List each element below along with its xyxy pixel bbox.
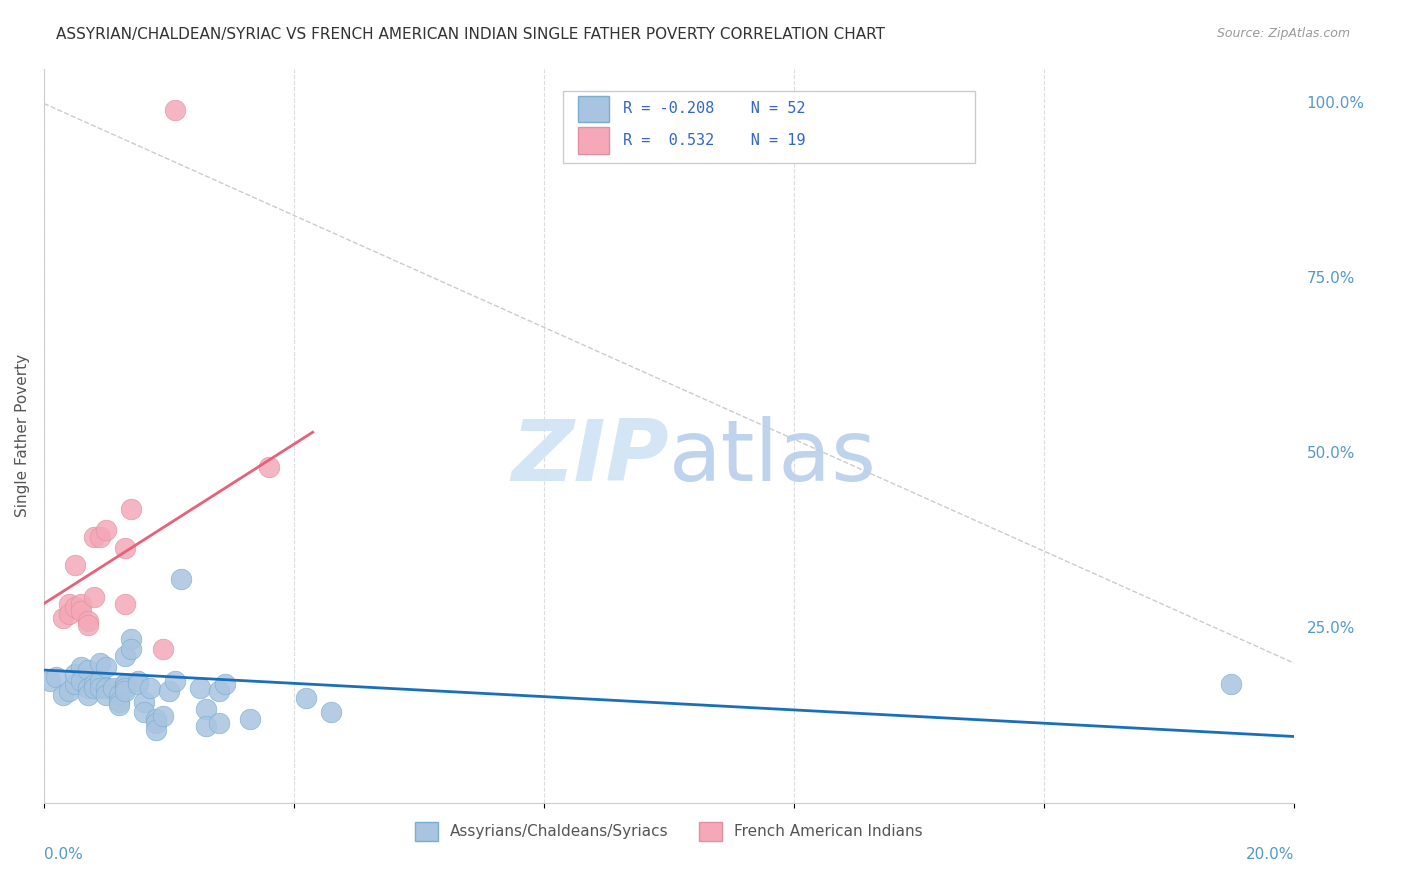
- Y-axis label: Single Father Poverty: Single Father Poverty: [15, 354, 30, 517]
- Point: [127, 673, 149, 688]
- Point: [120, 502, 142, 516]
- Point: [89, 673, 111, 688]
- Point: [195, 701, 218, 715]
- Point: [96, 681, 118, 695]
- Point: [170, 572, 193, 586]
- Point: [83, 681, 105, 695]
- Point: [132, 694, 155, 708]
- Point: [165, 103, 187, 118]
- Point: [70, 597, 93, 611]
- Point: [108, 688, 131, 702]
- Point: [45, 670, 67, 684]
- Point: [139, 681, 162, 695]
- Point: [63, 677, 86, 691]
- Point: [152, 642, 174, 657]
- Point: [208, 684, 231, 698]
- Point: [96, 659, 118, 673]
- Point: [165, 673, 187, 688]
- Point: [76, 681, 98, 695]
- Text: 25.0%: 25.0%: [1306, 621, 1355, 636]
- Point: [96, 523, 118, 537]
- Point: [114, 677, 136, 691]
- Point: [89, 530, 111, 544]
- Bar: [578, 128, 609, 153]
- Point: [132, 705, 155, 719]
- Point: [157, 684, 180, 698]
- Point: [114, 597, 136, 611]
- Point: [214, 677, 236, 691]
- Text: 20.0%: 20.0%: [1246, 847, 1294, 862]
- Text: 0.0%: 0.0%: [44, 847, 83, 862]
- FancyBboxPatch shape: [562, 91, 976, 162]
- Text: ZIP: ZIP: [512, 417, 669, 500]
- Point: [120, 632, 142, 646]
- Point: [70, 659, 93, 673]
- Point: [145, 715, 167, 730]
- Legend: Assyrians/Chaldeans/Syriacs, French American Indians: Assyrians/Chaldeans/Syriacs, French Amer…: [409, 816, 929, 847]
- Text: 100.0%: 100.0%: [1306, 96, 1364, 111]
- Text: 75.0%: 75.0%: [1306, 271, 1355, 285]
- Point: [188, 681, 211, 695]
- Text: atlas: atlas: [669, 417, 877, 500]
- Point: [96, 688, 118, 702]
- Point: [145, 723, 167, 737]
- Point: [83, 590, 105, 604]
- Point: [114, 648, 136, 663]
- Point: [76, 614, 98, 628]
- Point: [114, 681, 136, 695]
- Point: [114, 541, 136, 555]
- Point: [63, 666, 86, 681]
- Point: [127, 677, 149, 691]
- Point: [152, 708, 174, 723]
- Point: [108, 694, 131, 708]
- Point: [83, 530, 105, 544]
- Point: [76, 617, 98, 632]
- Text: 50.0%: 50.0%: [1306, 446, 1355, 461]
- Point: [114, 684, 136, 698]
- Point: [89, 681, 111, 695]
- Point: [83, 677, 105, 691]
- Point: [76, 663, 98, 677]
- Point: [58, 607, 80, 621]
- Bar: [578, 95, 609, 122]
- Point: [101, 681, 124, 695]
- Point: [195, 719, 218, 733]
- Point: [239, 712, 262, 726]
- Point: [145, 712, 167, 726]
- Text: R =  0.532    N = 19: R = 0.532 N = 19: [623, 133, 806, 148]
- Point: [321, 705, 343, 719]
- Text: Source: ZipAtlas.com: Source: ZipAtlas.com: [1216, 27, 1350, 40]
- Point: [89, 656, 111, 670]
- Point: [76, 688, 98, 702]
- Point: [70, 673, 93, 688]
- Point: [52, 688, 75, 702]
- Point: [58, 597, 80, 611]
- Point: [295, 691, 318, 706]
- Point: [257, 460, 280, 475]
- Point: [63, 600, 86, 615]
- Point: [208, 715, 231, 730]
- Point: [63, 558, 86, 573]
- Point: [70, 604, 93, 618]
- Point: [58, 684, 80, 698]
- Point: [1220, 677, 1243, 691]
- Point: [120, 642, 142, 657]
- Text: R = -0.208    N = 52: R = -0.208 N = 52: [623, 102, 806, 117]
- Point: [108, 698, 131, 712]
- Text: ASSYRIAN/CHALDEAN/SYRIAC VS FRENCH AMERICAN INDIAN SINGLE FATHER POVERTY CORRELA: ASSYRIAN/CHALDEAN/SYRIAC VS FRENCH AMERI…: [56, 27, 886, 42]
- Point: [39, 673, 62, 688]
- Point: [114, 677, 136, 691]
- Point: [52, 610, 75, 624]
